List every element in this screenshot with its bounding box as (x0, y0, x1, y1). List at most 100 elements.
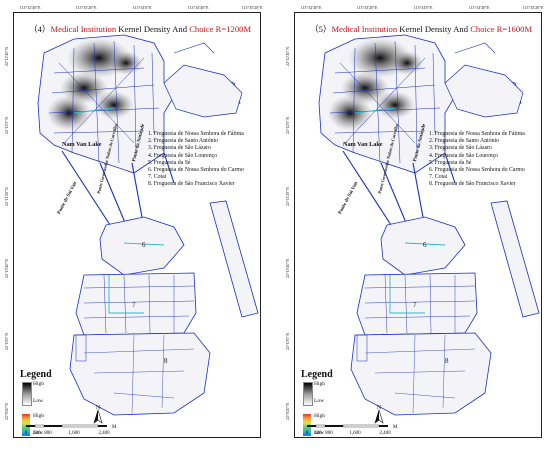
legend-density-ramp: High Low (20, 381, 80, 410)
longitude-label: 113°32'40"E (19, 5, 41, 10)
scale-bar: 0 400 800 1,600 2,400 M (306, 424, 398, 436)
area-number-label: 6 (142, 241, 146, 249)
density-hotspot (328, 95, 372, 131)
region-item: 7. Cotai (429, 174, 448, 181)
region-item: 4. Freguesia de São Lourenço (429, 152, 499, 159)
legend-title: Legend (301, 369, 333, 380)
latitude-label: 22°11'20"N (285, 187, 290, 206)
density-gradient-swatch (303, 382, 313, 406)
area-number-label: 7 (413, 301, 417, 309)
legend-density-ramp: High Low (301, 381, 361, 410)
latitude-label: 22°12'40"N (4, 47, 9, 66)
region-item: 5. Freguesia da Sé (429, 159, 472, 166)
taipa-island (99, 216, 185, 276)
density-gradient-swatch (22, 382, 32, 406)
longitude-label: 113°34'40"E (468, 5, 490, 10)
svg-text:0: 0 (306, 431, 309, 436)
legend-low-label: Low (33, 430, 44, 436)
reclaimed-area (444, 64, 524, 118)
title-highlight: Choice R=1200M (189, 24, 252, 34)
title-highlight: Medical Institution (331, 24, 398, 34)
title-prefix: （4） (29, 24, 51, 34)
scale-bar: 0 400 800 1,600 2,400 M (25, 424, 117, 436)
svg-text:1,600: 1,600 (349, 431, 361, 436)
latitude-label: 22°10'0"N (4, 333, 9, 350)
cotai-area (75, 272, 197, 336)
density-hotspot (375, 91, 415, 119)
cotai-area (356, 272, 478, 336)
region-item: 6. Freguesia de Nossa Senhora do Carmo (429, 167, 525, 174)
density-hotspot (47, 95, 91, 131)
high-choice-roads (354, 107, 446, 314)
svg-text:400: 400 (33, 431, 41, 436)
area-number-label: 7 (132, 301, 136, 309)
islet-outline (75, 334, 87, 362)
legend-title: Legend (20, 369, 52, 380)
region-item: 2. Freguesia de Santo António (429, 138, 500, 145)
longitude-label: 113°33'20"E (356, 5, 378, 10)
region-item: 8. Freguesia de São Francisco Xavier (429, 181, 516, 188)
legend-high-label: High (314, 381, 325, 387)
latitude-label: 22°9'20"N (285, 403, 290, 420)
latitude-label: 22°11'20"N (4, 187, 9, 206)
region-item: 2. Freguesia de Santo António (148, 138, 219, 145)
reclaimed-area (163, 64, 243, 118)
svg-text:M: M (393, 425, 398, 430)
latitude-label: 22°10'40"N (4, 259, 9, 278)
north-arrow-icon: N (374, 405, 384, 424)
svg-text:2,400: 2,400 (379, 431, 391, 436)
area-number-label: 6 (423, 241, 427, 249)
legend-low-label: Low (314, 398, 325, 404)
longitude-label: 113°33'20"E (75, 5, 97, 10)
region-list: 1. Freguesia de Nossa Senhora de Fátima … (429, 131, 525, 189)
region-list: 1. Freguesia de Nossa Senhora de Fátima … (148, 131, 244, 189)
svg-text:0: 0 (25, 431, 28, 436)
coloane-island (350, 332, 492, 416)
region-item: 8. Freguesia de São Francisco Xavier (148, 181, 235, 188)
coloane-roads (364, 334, 476, 414)
longitude-label: 113°35'20"E (522, 5, 544, 10)
latitude-label: 22°10'0"N (285, 333, 290, 350)
title-middle: Kernel Density And (116, 24, 190, 34)
svg-text:1,600: 1,600 (68, 431, 80, 436)
region-item: 6. Freguesia de Nossa Senhora do Carmo (148, 167, 244, 174)
legend-high-label: High (33, 413, 44, 419)
longitude-label: 113°34'0"E (413, 5, 433, 10)
map-frame: Nam Van Lake Ponte da Amizade Ponte Gove… (294, 12, 542, 438)
area-number-label: 8 (164, 357, 168, 365)
taipa-island (380, 216, 466, 276)
svg-text:800: 800 (325, 431, 333, 436)
region-item: 4. Freguesia de São Lourenço (148, 152, 218, 159)
latitude-label: 22°12'0"N (285, 117, 290, 134)
latitude-label: 22°10'40"N (285, 259, 290, 278)
region-item: 7. Cotai (148, 174, 167, 181)
region-item: 3. Freguesia de São Lázaro (429, 145, 492, 152)
airport-runway (209, 200, 259, 318)
longitude-label: 113°34'0"E (132, 5, 152, 10)
region-item: 1. Freguesia de Nossa Senhora de Fátima (148, 131, 244, 137)
high-choice-roads (73, 107, 165, 314)
map-title: （4）Medical Institution Kernel Density An… (29, 23, 251, 35)
title-highlight: Choice R=1600M (470, 24, 533, 34)
map-title: （5）Medical Institution Kernel Density An… (310, 23, 532, 35)
coloane-roads (83, 334, 195, 414)
map-frame: Nam Van Lake Ponte da Amizade Ponte Gove… (13, 12, 261, 438)
svg-text:400: 400 (314, 431, 322, 436)
svg-text:M: M (112, 425, 117, 430)
legend-low-label: Low (314, 430, 325, 436)
title-prefix: （5） (310, 24, 332, 34)
north-arrow-icon: N (93, 405, 103, 424)
area-number-label: 8 (445, 357, 449, 365)
longitude-label: 113°34'40"E (187, 5, 209, 10)
macau-road-network-map (37, 34, 259, 416)
cotai-roads (364, 274, 476, 334)
street-label: Nam Van Lake (62, 141, 102, 148)
svg-text:2,400: 2,400 (98, 431, 110, 436)
svg-text:800: 800 (44, 431, 52, 436)
macau-road-network-map (318, 34, 540, 416)
islet-outline (356, 334, 368, 362)
map-panel-1200m: 113°32'40"E 113°33'20"E 113°34'0"E 113°3… (3, 5, 265, 446)
north-label: N (377, 405, 382, 411)
airport-runway (490, 200, 540, 318)
density-hotspot (94, 91, 134, 119)
